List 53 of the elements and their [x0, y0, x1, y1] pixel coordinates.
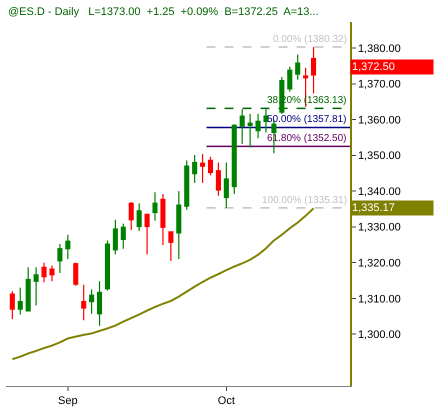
- candlestick: [256, 113, 261, 139]
- y-tick-label: 1,350.00: [358, 150, 401, 162]
- candlestick: [10, 290, 15, 320]
- y-tick-label: 1,300.00: [358, 329, 401, 341]
- y-tick-label: 1,330.00: [358, 222, 401, 234]
- candlestick: [192, 154, 198, 184]
- y-tick-label: 1,320.00: [358, 257, 401, 270]
- candlestick: [168, 231, 174, 262]
- candlestick: [136, 202, 142, 232]
- line-series: [11, 207, 315, 360]
- y-tick-label: 1,340.00: [358, 186, 401, 198]
- candlestick: [263, 108, 269, 134]
- candlestick: [120, 223, 126, 250]
- ref-line-label: 0.00% (1380.32): [273, 34, 347, 45]
- candlestick: [73, 262, 78, 286]
- candlestick: [65, 234, 70, 260]
- candlestick: [311, 46, 316, 94]
- x-tick-label: Sep: [58, 395, 78, 408]
- candlestick: [216, 162, 221, 196]
- y-tick-label: 1,310.00: [358, 293, 401, 306]
- candlestick: [200, 153, 206, 184]
- candlestick: [49, 264, 55, 282]
- candlestick: [89, 288, 94, 314]
- candlestick: [295, 54, 300, 80]
- text: 1,335.17: [352, 202, 395, 214]
- chart-title: @ES.D - Daily L=1373.00 +1.25 +0.09% B=1372.25 A=13...: [8, 6, 319, 18]
- candlestick: [112, 219, 118, 256]
- candlestick: [57, 243, 62, 274]
- candlestick: [42, 262, 47, 283]
- candlestick: [287, 66, 292, 92]
- candlestick: [18, 287, 23, 316]
- candlestick: [184, 160, 190, 210]
- candlestick: [144, 214, 150, 256]
- candlestick: [232, 124, 237, 195]
- candlestick: [176, 190, 182, 260]
- y-tick-label: 1,360.00: [358, 114, 401, 126]
- y-tick-label: 1,380.00: [358, 42, 401, 55]
- candlestick: [248, 113, 253, 148]
- candlestick: [208, 156, 214, 176]
- candlestick: [152, 192, 158, 222]
- candlestick: [240, 108, 245, 145]
- x-tick-label: Oct: [218, 395, 235, 408]
- candlestick: [224, 162, 229, 208]
- candlestick: [104, 240, 110, 292]
- candlestick: [128, 202, 134, 231]
- ref-line-label: 100.00% (1335.31): [262, 195, 348, 206]
- text: 1,372.50: [352, 61, 395, 73]
- candlestick: [160, 193, 166, 246]
- candlestick: [81, 284, 86, 321]
- candlestick: [96, 280, 102, 327]
- y-tick-label: 1,370.00: [358, 78, 401, 91]
- candlestick: [26, 266, 31, 312]
- candlestick: [34, 266, 39, 306]
